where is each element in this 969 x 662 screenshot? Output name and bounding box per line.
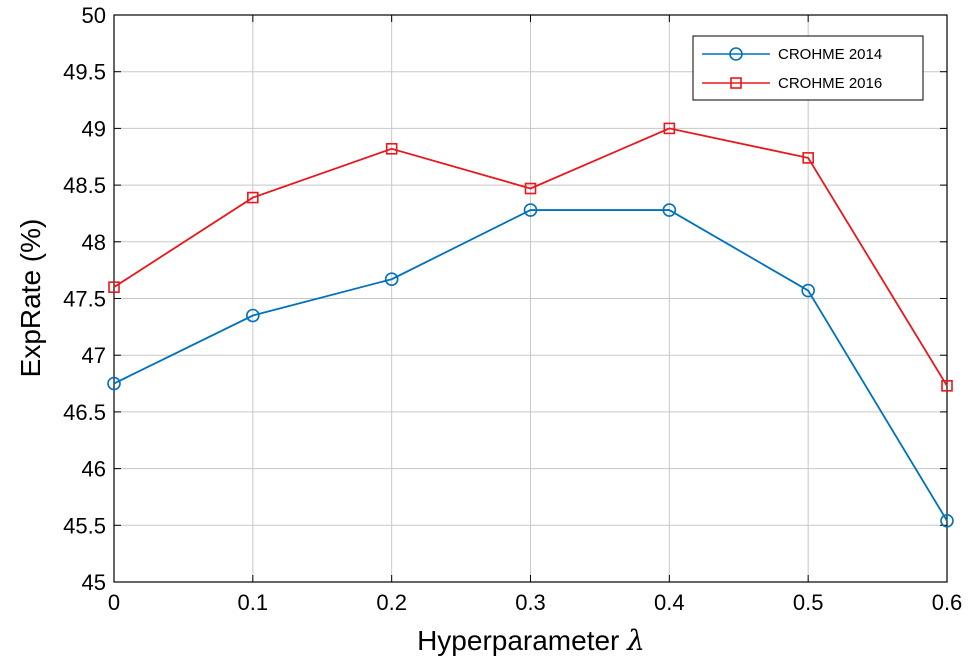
y-tick-label: 47.5 [63,287,106,312]
y-tick-label: 47 [82,343,106,368]
y-tick-label: 48.5 [63,173,106,198]
data-point-crohme-2014 [662,203,677,217]
series-line-crohme-2014 [113,209,948,522]
data-point-crohme-2016 [247,191,259,204]
y-tick-label: 48 [82,230,106,255]
x-tick-label: 0.1 [238,590,269,615]
x-tick-label: 0.6 [932,590,963,615]
data-point-crohme-2016 [941,380,953,392]
y-tick-label: 49.5 [63,60,106,85]
x-tick-label: 0.3 [515,590,546,615]
data-point-crohme-2016 [802,152,814,164]
axis-ticks: 0 0.1 0.2 0.3 0.4 0.5 0.6 45 45.5 46 46.5 47 47.5 48 4… [63,3,962,615]
x-tick-label: 0.4 [654,590,685,615]
data-point-crohme-2016 [663,122,676,135]
data-point-crohme-2014 [384,272,399,287]
x-tick-label: 0.5 [793,590,824,615]
y-tick-label: 45 [82,570,106,595]
y-tick-label: 46.5 [63,400,106,425]
y-tick-label: 45.5 [63,513,106,538]
data-point-crohme-2016 [524,182,537,195]
y-axis-title: ExpRate (%) [15,219,46,378]
legend-marker-crohme-2014 [729,47,743,61]
y-tick-label: 50 [82,3,106,28]
y-tick-label: 46 [82,457,106,482]
legend-label-crohme-2016: CROHME 2016 [778,75,882,92]
y-tick-label: 49 [82,116,106,141]
data-point-crohme-2016 [385,143,398,155]
series-line-crohme-2016 [113,127,948,387]
x-axis-title: Hyperparameter λ [417,624,645,657]
series-layer [107,122,954,528]
data-point-crohme-2016 [108,281,120,293]
legend-box [692,35,924,101]
data-point-crohme-2014 [107,376,121,391]
data-point-crohme-2014 [801,283,815,298]
legend: CROHME 2014 CROHME 2016 [692,35,924,101]
legend-marker-crohme-2016 [730,77,742,89]
legend-label-crohme-2014: CROHME 2014 [778,46,882,63]
data-point-crohme-2014 [246,308,260,323]
data-point-crohme-2014 [523,203,538,217]
x-tick-label: 0.2 [376,590,407,615]
x-tick-label: 0 [108,590,120,615]
data-point-crohme-2014 [940,513,954,528]
